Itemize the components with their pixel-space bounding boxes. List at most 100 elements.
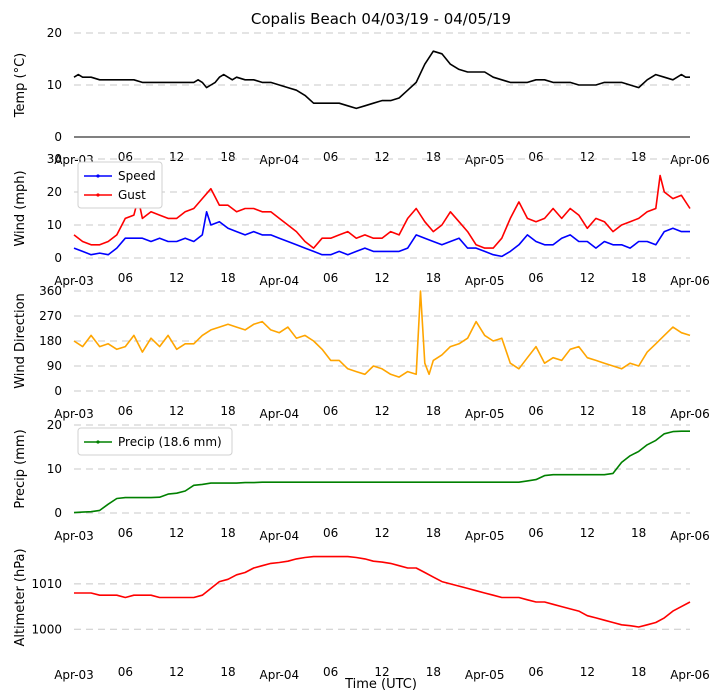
y-tick-label: 0 [54,251,62,265]
y-tick-label: 180 [39,334,62,348]
x-tick-label: Apr-04 [260,529,300,543]
x-tick-label: 12 [374,665,389,679]
series-line-direction [73,290,691,378]
x-tick-label: Apr-04 [260,668,300,682]
y-tick-label: 30 [47,152,62,166]
x-tick-label: 06 [118,150,133,164]
x-tick-label: 12 [169,271,184,285]
legend-label: Precip (18.6 mm) [118,435,222,449]
y-tick-label: 20 [47,418,62,432]
x-tick-label: 06 [528,404,543,418]
x-tick-label: 18 [426,150,441,164]
legend-marker [96,193,100,197]
y-tick-label: 20 [47,26,62,40]
x-tick-label: 12 [374,404,389,418]
x-tick-label: 18 [220,404,235,418]
x-tick-label: Apr-06 [670,153,710,167]
x-axis-label: Time (UTC) [344,677,417,692]
x-tick-label: Apr-03 [54,668,94,682]
series-line-gust [73,174,691,249]
y-tick-label: 10 [47,218,62,232]
x-tick-label: Apr-05 [465,668,505,682]
x-tick-label: Apr-03 [54,274,94,288]
y-axis-label: Altimeter (hPa) [13,548,28,646]
legend-marker [96,440,100,444]
y-tick-label: 10 [47,78,62,92]
chart-panels: 0 10 20 Temp (°C) Apr-03 06 12 18 Apr-04 06 12 18 Ap… [13,26,710,682]
x-tick-label: 12 [169,526,184,540]
x-tick-label: 06 [528,150,543,164]
y-tick-label: 20 [47,185,62,199]
x-tick-label: 06 [118,271,133,285]
legend-label: Speed [118,169,156,183]
y-axis-label: Precip (mm) [13,429,28,508]
x-tick-label: 18 [426,526,441,540]
x-tick-label: 18 [426,271,441,285]
x-tick-label: Apr-05 [465,153,505,167]
x-tick-label: 06 [323,404,338,418]
x-tick-label: 18 [426,665,441,679]
x-tick-label: Apr-04 [260,274,300,288]
x-tick-label: 18 [631,526,646,540]
x-tick-label: 12 [580,271,595,285]
panel-wind-direction: 0 90 180 270 360 Wind Direction Apr-03 06 12 18 Ap… [13,284,710,421]
x-tick-label: 06 [528,526,543,540]
x-tick-label: 06 [118,526,133,540]
y-tick-label: 0 [54,506,62,520]
y-axis-label: Wind Direction [13,293,28,389]
series-line-speed [73,211,690,258]
y-axis-label: Temp (°C) [13,53,28,119]
x-tick-label: Apr-04 [260,153,300,167]
x-tick-label: Apr-05 [465,407,505,421]
panel-wind: 0 10 20 30 Wind (mph) Apr-03 06 12 18 Apr-04 06 12 1… [13,152,710,288]
x-tick-label: 06 [323,526,338,540]
x-tick-label: Apr-06 [670,407,710,421]
series-line-precip-18-6-mm [73,430,690,514]
x-tick-label: 12 [169,404,184,418]
x-tick-label: Apr-06 [670,529,710,543]
x-tick-label: 18 [426,404,441,418]
x-tick-label: 18 [631,150,646,164]
x-tick-label: 06 [323,665,338,679]
panel-precip: 0 10 20 Precip (mm) Apr-03 06 12 18 Apr-04 06 12 18… [13,418,710,543]
chart-title: Copalis Beach 04/03/19 - 04/05/19 [251,10,511,28]
x-tick-label: 18 [631,665,646,679]
y-tick-label: 1010 [31,577,62,591]
y-tick-label: 10 [47,462,62,476]
legend-box [77,427,233,456]
y-tick-label: 1000 [31,622,62,636]
x-tick-label: 12 [169,150,184,164]
x-tick-label: Apr-04 [260,407,300,421]
x-tick-label: 06 [323,150,338,164]
x-tick-label: 06 [528,665,543,679]
x-tick-label: 12 [374,271,389,285]
y-axis-label: Wind (mph) [13,170,28,246]
x-tick-label: 12 [580,150,595,164]
legend-marker [96,174,100,178]
x-tick-label: 18 [220,665,235,679]
y-tick-label: 90 [47,359,62,373]
x-tick-label: 18 [631,404,646,418]
x-tick-label: Apr-05 [465,274,505,288]
y-tick-label: 0 [54,130,62,144]
y-tick-label: 0 [54,384,62,398]
x-tick-label: Apr-03 [54,407,94,421]
x-tick-label: 12 [580,404,595,418]
x-tick-label: 12 [580,665,595,679]
x-tick-label: Apr-06 [670,274,710,288]
x-tick-label: 18 [220,271,235,285]
x-tick-label: 06 [118,404,133,418]
x-tick-label: 06 [323,271,338,285]
x-tick-label: 18 [631,271,646,285]
x-tick-label: 06 [528,271,543,285]
x-tick-label: Apr-05 [465,529,505,543]
x-tick-label: 18 [220,526,235,540]
x-tick-label: 12 [374,526,389,540]
x-tick-label: Apr-06 [670,668,710,682]
series-line-altimeter [74,555,691,628]
x-tick-label: Apr-03 [54,529,94,543]
y-tick-label: 360 [39,284,62,298]
